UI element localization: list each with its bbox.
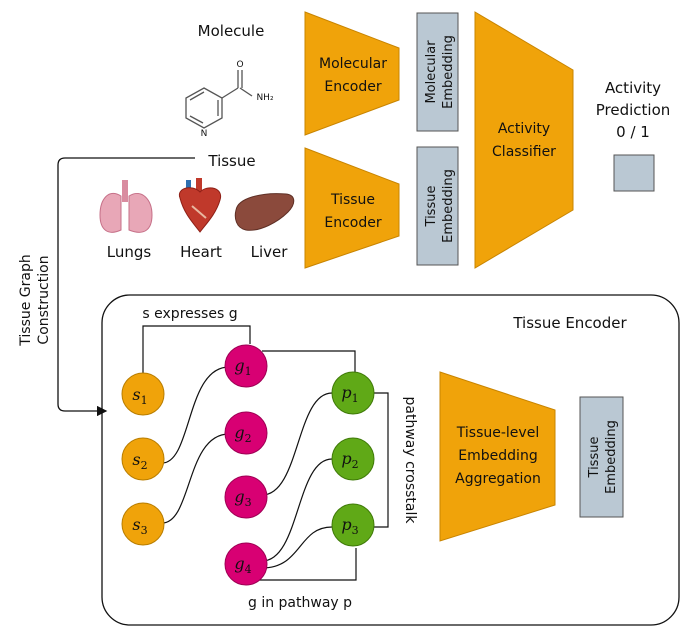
molecular-embedding-line2: Embedding xyxy=(441,35,456,109)
edge-label-pathway: g in pathway p xyxy=(248,595,352,611)
organ-label-heart: Heart xyxy=(180,243,222,261)
g-node-3: g3 xyxy=(224,475,268,519)
classifier-line2: Classifier xyxy=(492,144,556,160)
svg-text:s1: s1 xyxy=(132,385,147,407)
aggregation-line3: Aggregation xyxy=(455,471,541,487)
heart-icon xyxy=(178,178,222,233)
prediction-output-box xyxy=(613,154,655,192)
activity-classifier xyxy=(474,11,574,269)
tissue-embedding-bottom xyxy=(579,396,624,518)
svg-text:g2: g2 xyxy=(234,423,251,445)
molecular-embedding-line1: Molecular xyxy=(424,40,439,104)
edge-s2-g1 xyxy=(161,366,230,464)
molecule-oxygen: O xyxy=(236,60,243,70)
tissue-embedding-top-line1: Tissue xyxy=(424,186,439,228)
edge-g3-p1 xyxy=(261,392,333,496)
molecular-encoder-line1: Molecular xyxy=(319,56,387,72)
liver-icon xyxy=(234,193,295,231)
prediction-line2: Prediction xyxy=(596,101,671,119)
graph-construction-line1: Tissue Graph xyxy=(18,254,34,346)
svg-text:p1: p1 xyxy=(341,383,358,405)
s-node-3: s3 xyxy=(121,502,165,546)
s-node-2: s2 xyxy=(121,437,165,481)
tissue-encoder-line1: Tissue xyxy=(330,192,375,208)
crosstalk-label: pathway crosstalk xyxy=(402,397,418,525)
lungs-icon xyxy=(99,180,153,233)
svg-text:p2: p2 xyxy=(341,449,358,471)
svg-text:g3: g3 xyxy=(234,487,251,509)
edge-g1-p1 xyxy=(262,350,356,372)
tissue-label: Tissue xyxy=(207,152,255,170)
prediction-line1: Activity xyxy=(605,79,661,97)
organ-label-lungs: Lungs xyxy=(107,243,152,261)
crosstalk-edge xyxy=(374,392,389,528)
molecule-structure-icon xyxy=(185,70,253,129)
molecule-amine: NH₂ xyxy=(256,93,274,103)
edge-label-expresses: s expresses g xyxy=(142,306,237,322)
graph-construction-line2: Construction xyxy=(36,255,52,344)
g-node-4: g4 xyxy=(224,542,268,586)
tissue-embedding-top xyxy=(416,146,459,266)
tissue-encoder xyxy=(304,147,400,269)
svg-text:p3: p3 xyxy=(341,515,358,537)
svg-text:s2: s2 xyxy=(132,450,147,472)
edge-s1-g1 xyxy=(142,325,251,374)
molecule-nitrogen: N xyxy=(201,129,208,139)
svg-text:s3: s3 xyxy=(132,515,147,537)
aggregation-line1: Tissue-level xyxy=(456,425,539,441)
tissue-encoder-line2: Encoder xyxy=(324,215,381,231)
p-node-2: p2 xyxy=(331,437,375,481)
svg-text:g1: g1 xyxy=(234,356,251,378)
s-node-1: s1 xyxy=(121,372,165,416)
svg-text:g4: g4 xyxy=(234,554,251,576)
panel-title: Tissue Encoder xyxy=(512,314,627,332)
graph-construction-arrow xyxy=(57,157,195,417)
g-node-2: g2 xyxy=(224,411,268,455)
g-node-1: g1 xyxy=(224,344,268,388)
molecular-encoder-line2: Encoder xyxy=(324,79,381,95)
edge-s3-g2 xyxy=(161,433,230,524)
tissue-embedding-top-line2: Embedding xyxy=(441,169,456,243)
classifier-line1: Activity xyxy=(498,121,550,137)
aggregation-block xyxy=(439,371,556,542)
p-node-1: p1 xyxy=(331,371,375,415)
tissue-embedding-bottom-line1: Tissue xyxy=(587,437,602,479)
tissue-encoder-panel xyxy=(101,294,680,626)
edge-g4-p2 xyxy=(261,458,333,562)
tissue-embedding-bottom-line2: Embedding xyxy=(604,420,619,494)
edge-g4-p3 xyxy=(261,526,333,569)
aggregation-line2: Embedding xyxy=(458,448,537,464)
organ-label-liver: Liver xyxy=(251,243,289,261)
molecular-embedding xyxy=(416,12,459,132)
molecule-label: Molecule xyxy=(198,22,265,40)
molecular-encoder xyxy=(304,11,400,136)
p-node-3: p3 xyxy=(331,503,375,547)
prediction-line3: 0 / 1 xyxy=(616,123,650,141)
